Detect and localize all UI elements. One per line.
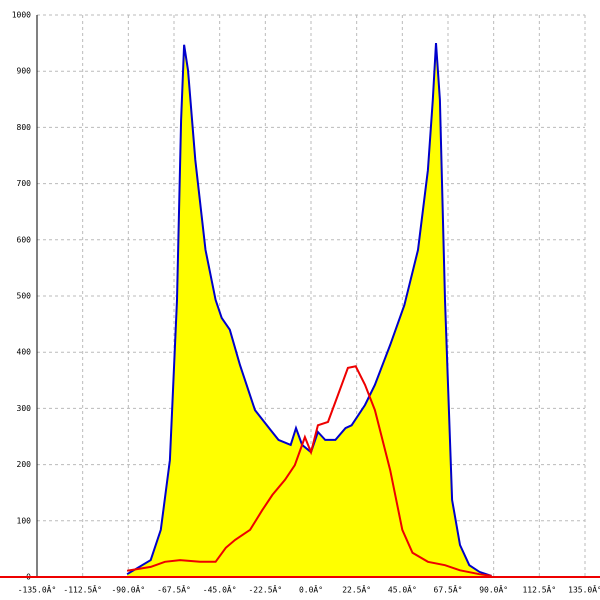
x-tick-label: 22.5Â° — [342, 584, 371, 595]
y-tick-label: 500 — [17, 292, 32, 301]
x-tick-label: 0.0Â° — [299, 584, 323, 595]
x-tick-label: 135.0Â° — [568, 584, 600, 595]
x-tick-label: -90.0Â° — [111, 584, 145, 595]
x-tick-label: 90.0Â° — [479, 584, 508, 595]
x-tick-label: -45.0Â° — [203, 584, 237, 595]
y-tick-label: 800 — [17, 123, 32, 132]
y-tick-label: 400 — [17, 348, 32, 357]
y-tick-label: 600 — [17, 235, 32, 244]
y-tick-label: 900 — [17, 67, 32, 76]
x-tick-label: 67.5Â° — [434, 584, 463, 595]
x-tick-label: 45.0Â° — [388, 584, 417, 595]
x-tick-label: -135.0Â° — [18, 584, 57, 595]
y-tick-label: 300 — [17, 404, 32, 413]
x-tick-label: 112.5Â° — [522, 584, 556, 595]
x-tick-label: -22.5Â° — [248, 584, 282, 595]
y-tick-label: 200 — [17, 460, 32, 469]
x-tick-label: -112.5Â° — [63, 584, 102, 595]
x-tick-label: -67.5Â° — [157, 584, 191, 595]
line — [126, 365, 492, 577]
y-tick-label: 700 — [17, 179, 32, 188]
y-tick-label: 1000 — [12, 11, 31, 20]
y-tick-label: 100 — [17, 516, 32, 525]
area — [127, 43, 492, 578]
